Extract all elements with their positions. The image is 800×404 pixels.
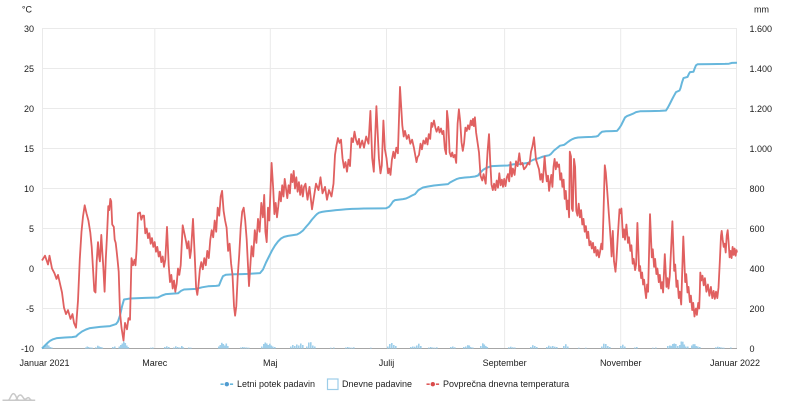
svg-text:November: November bbox=[600, 358, 642, 368]
svg-text:1.000: 1.000 bbox=[750, 144, 773, 154]
svg-text:400: 400 bbox=[750, 264, 765, 274]
svg-text:Marec: Marec bbox=[142, 358, 168, 368]
svg-text:30: 30 bbox=[24, 24, 34, 34]
svg-text:Letni potek padavin: Letni potek padavin bbox=[237, 379, 315, 389]
svg-text:1.400: 1.400 bbox=[750, 64, 773, 74]
svg-text:600: 600 bbox=[750, 224, 765, 234]
svg-text:800: 800 bbox=[750, 184, 765, 194]
svg-text:Maj: Maj bbox=[263, 358, 278, 368]
svg-text:Januar 2021: Januar 2021 bbox=[19, 358, 69, 368]
svg-text:mm: mm bbox=[754, 4, 769, 14]
svg-text:20: 20 bbox=[24, 104, 34, 114]
svg-text:200: 200 bbox=[750, 304, 765, 314]
svg-text:-5: -5 bbox=[26, 304, 34, 314]
svg-text:1.600: 1.600 bbox=[750, 24, 773, 34]
svg-text:-10: -10 bbox=[21, 344, 34, 354]
svg-text:10: 10 bbox=[24, 184, 34, 194]
svg-text:Dnevne padavine: Dnevne padavine bbox=[342, 379, 412, 389]
svg-text:Povprečna dnevna temperatura: Povprečna dnevna temperatura bbox=[443, 379, 569, 389]
svg-text:September: September bbox=[483, 358, 527, 368]
svg-text:°C: °C bbox=[22, 4, 33, 14]
svg-text:0: 0 bbox=[750, 344, 755, 354]
svg-text:Januar 2022: Januar 2022 bbox=[710, 358, 760, 368]
svg-text:0: 0 bbox=[29, 264, 34, 274]
svg-text:5: 5 bbox=[29, 224, 34, 234]
svg-text:15: 15 bbox=[24, 144, 34, 154]
svg-text:25: 25 bbox=[24, 64, 34, 74]
svg-text:Julij: Julij bbox=[379, 358, 395, 368]
svg-text:1.200: 1.200 bbox=[750, 104, 773, 114]
